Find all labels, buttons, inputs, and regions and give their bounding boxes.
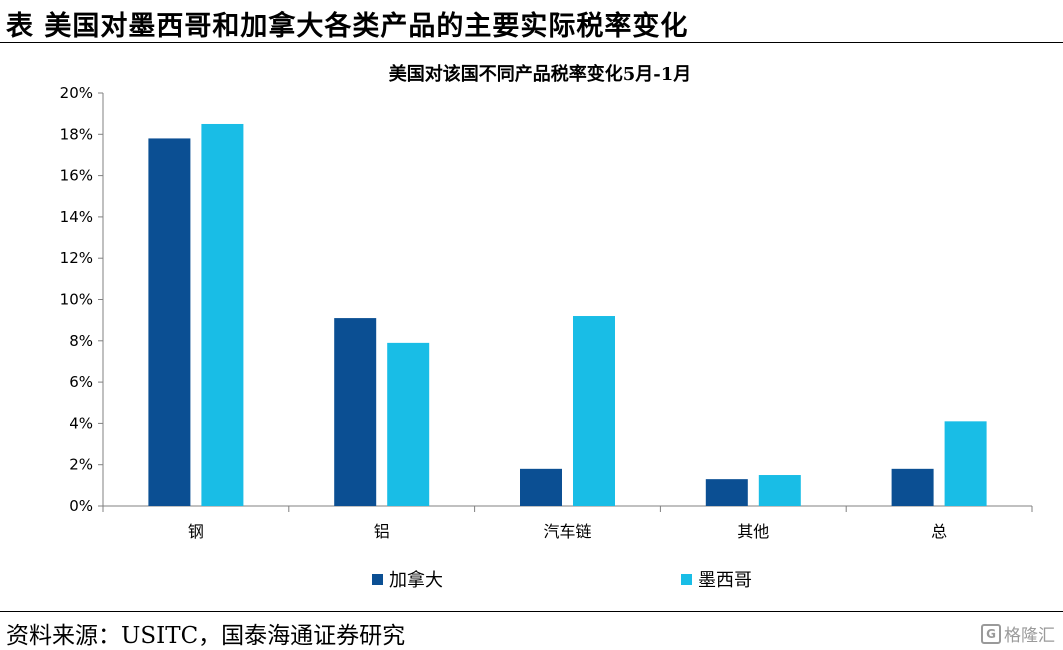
x-category-label: 其他 (737, 522, 769, 541)
y-tick-label: 14% (60, 208, 93, 226)
y-tick-label: 20% (60, 84, 93, 102)
top-divider (0, 42, 1063, 43)
bar-canada (520, 468, 562, 506)
bottom-divider (0, 611, 1063, 612)
legend-label: 加拿大 (389, 569, 443, 591)
bar-canada (334, 318, 377, 506)
x-category-label: 汽车链 (543, 522, 591, 541)
y-tick-label: 6% (69, 373, 93, 391)
x-category-label: 铝 (374, 522, 390, 541)
page-title: 表 美国对墨西哥和加拿大各类产品的主要实际税率变化 (6, 11, 689, 42)
legend-swatch (372, 574, 383, 585)
watermark: G 格隆汇 (981, 621, 1055, 646)
watermark-logo-icon: G (981, 623, 1001, 644)
bar-canada (705, 479, 748, 506)
y-tick-label: 8% (69, 332, 93, 350)
legend-label: 墨西哥 (698, 570, 752, 591)
source-note: 资料来源：USITC，国泰海通证券研究 (6, 623, 406, 649)
y-tick-label: 0% (69, 497, 93, 515)
chart-title: 美国对该国不同产品税率变化5月-1月 (389, 63, 692, 85)
bars-group (148, 123, 987, 506)
x-category-label: 总 (931, 522, 947, 541)
watermark-text: 格隆汇 (1004, 626, 1055, 646)
y-tick-label: 10% (60, 291, 93, 309)
legend-swatch (681, 574, 692, 585)
bar-chart: 美国对该国不同产品税率变化5月-1月 0% 2% 4% 6% 8% 10% 12% 14% 16… (60, 63, 1033, 591)
y-tick-label: 12% (60, 249, 93, 267)
y-tick-label: 16% (60, 167, 93, 185)
bar-mexico (387, 342, 430, 506)
x-category-label: 钢 (188, 522, 204, 541)
bar-canada (148, 138, 191, 506)
bar-mexico (573, 316, 615, 506)
x-axis: 钢 铝 汽车链 其他 总 (102, 505, 1033, 541)
bar-canada (891, 468, 934, 506)
bar-mexico (758, 475, 801, 506)
y-tick-label: 4% (69, 414, 93, 432)
y-tick-label: 18% (60, 125, 93, 143)
bar-mexico (944, 421, 987, 506)
y-tick-label: 2% (69, 456, 93, 474)
y-axis: 0% 2% 4% 6% 8% 10% 12% 14% 16% 18% 20% (60, 84, 104, 515)
legend: 加拿大 墨西哥 (372, 569, 752, 591)
bar-mexico (201, 123, 244, 506)
